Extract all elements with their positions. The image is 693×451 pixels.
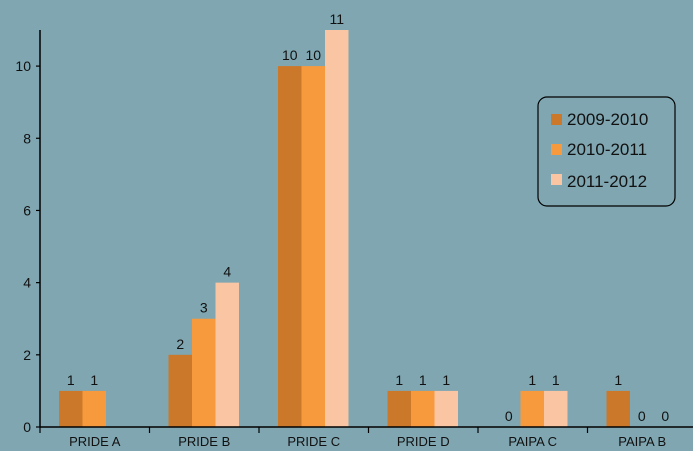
data-label-2011-2012-paipa-c: 1 [552,372,560,388]
data-label-2009-2010-paipa-b: 1 [614,372,622,388]
legend-label-2009-2010: 2009-2010 [567,110,648,129]
data-label-2009-2010-pride-c: 10 [282,47,298,63]
data-label-2009-2010-paipa-c: 0 [505,408,513,424]
y-tick-label: 2 [23,347,31,363]
bar-2009-2010-paipa-b [606,390,630,427]
x-category-label-pride-d: PRIDE D [397,434,450,449]
bar-2010-2011-pride-a [82,390,106,427]
data-label-2010-2011-paipa-b: 0 [638,408,646,424]
legend-swatch-2011-2012 [551,174,562,185]
bar-2010-2011-pride-d [411,390,435,427]
x-category-label-pride-a: PRIDE A [69,434,121,449]
data-label-2010-2011-pride-a: 1 [90,372,98,388]
data-label-2011-2012-pride-b: 4 [223,264,231,280]
data-label-2011-2012-pride-c: 11 [329,11,344,27]
x-category-label-paipa-b: PAIPA B [618,434,666,449]
bar-2011-2012-pride-d [434,390,458,427]
legend-label-2010-2011: 2010-2011 [567,140,647,159]
data-label-2009-2010-pride-a: 1 [67,372,75,388]
data-label-2009-2010-pride-d: 1 [395,372,403,388]
y-tick-label: 6 [23,202,31,218]
bars-group [59,30,630,427]
bar-2010-2011-pride-b [192,318,216,427]
bar-2011-2012-paipa-c [544,390,568,427]
legend-label-2011-2012: 2011-2012 [567,172,647,191]
bar-2011-2012-pride-b [215,282,239,427]
y-tick-label: 10 [15,58,31,74]
data-label-2010-2011-pride-d: 1 [419,372,427,388]
x-categories-group: PRIDE A PRIDE B PRIDE C PRIDE D PAIPA C PAIPA… [39,427,666,449]
data-label-2009-2010-pride-b: 2 [176,336,184,352]
bar-2010-2011-pride-c [301,66,325,427]
y-tick-label: 4 [23,275,31,291]
data-label-2011-2012-pride-d: 1 [442,372,450,388]
x-category-label-paipa-c: PAIPA C [508,434,557,449]
legend-box [537,96,676,207]
legend-swatch-2009-2010 [551,114,562,125]
y-ticks-group: 0 2 4 6 8 10 [15,58,40,435]
y-tick-label: 8 [23,130,31,146]
legend-swatch-2010-2011 [551,144,562,155]
bar-2009-2010-pride-b [168,354,192,427]
data-label-2010-2011-paipa-c: 1 [528,372,536,388]
bar-2011-2012-pride-c [325,30,349,427]
bar-2009-2010-pride-a [59,390,83,427]
bar-2010-2011-paipa-c [520,390,544,427]
bar-2009-2010-pride-c [278,66,302,427]
x-category-label-pride-c: PRIDE C [287,434,340,449]
data-label-2011-2012-paipa-b: 0 [661,408,669,424]
legend: 2009-2010 2010-2011 2011-2012 [537,96,676,207]
bar-2009-2010-pride-d [387,390,411,427]
data-label-2010-2011-pride-c: 10 [305,47,321,63]
data-label-2010-2011-pride-b: 3 [200,300,208,316]
x-category-label-pride-b: PRIDE B [178,434,230,449]
y-tick-label: 0 [23,419,31,435]
